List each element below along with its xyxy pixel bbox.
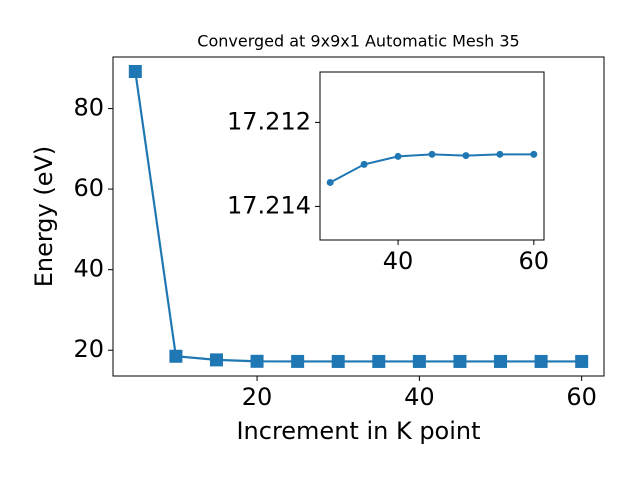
marker: [462, 152, 470, 160]
y-tick-label: 20: [73, 335, 104, 363]
chart-title: Converged at 9x9x1 Automatic Mesh 35: [197, 32, 519, 51]
marker: [412, 354, 426, 368]
marker: [496, 150, 504, 158]
y-tick-label: 60: [73, 174, 104, 202]
y-tick-label: 40: [73, 255, 104, 283]
x-tick-label: 60: [519, 247, 550, 275]
marker: [394, 152, 402, 160]
marker: [575, 354, 589, 368]
marker: [250, 354, 264, 368]
marker: [326, 178, 334, 186]
x-tick-label: 40: [383, 247, 414, 275]
marker: [209, 353, 223, 367]
x-axis-label: Increment in K point: [236, 417, 480, 445]
x-tick-label: 40: [404, 383, 435, 411]
y-tick-label: 80: [73, 94, 104, 122]
y-tick-label: 17.212: [227, 107, 311, 135]
marker: [331, 354, 345, 368]
marker: [169, 349, 183, 363]
y-axis-label: Energy (eV): [30, 146, 58, 288]
x-tick-label: 20: [242, 383, 273, 411]
marker: [534, 354, 548, 368]
marker: [128, 65, 142, 78]
x-tick-label: 60: [566, 383, 597, 411]
marker: [291, 354, 305, 368]
marker: [494, 354, 508, 368]
marker: [372, 354, 386, 368]
marker: [360, 160, 368, 168]
marker: [453, 354, 467, 368]
marker: [428, 150, 436, 158]
y-tick-label: 17.214: [227, 191, 311, 219]
marker: [530, 150, 538, 158]
data-line: [134, 71, 582, 363]
